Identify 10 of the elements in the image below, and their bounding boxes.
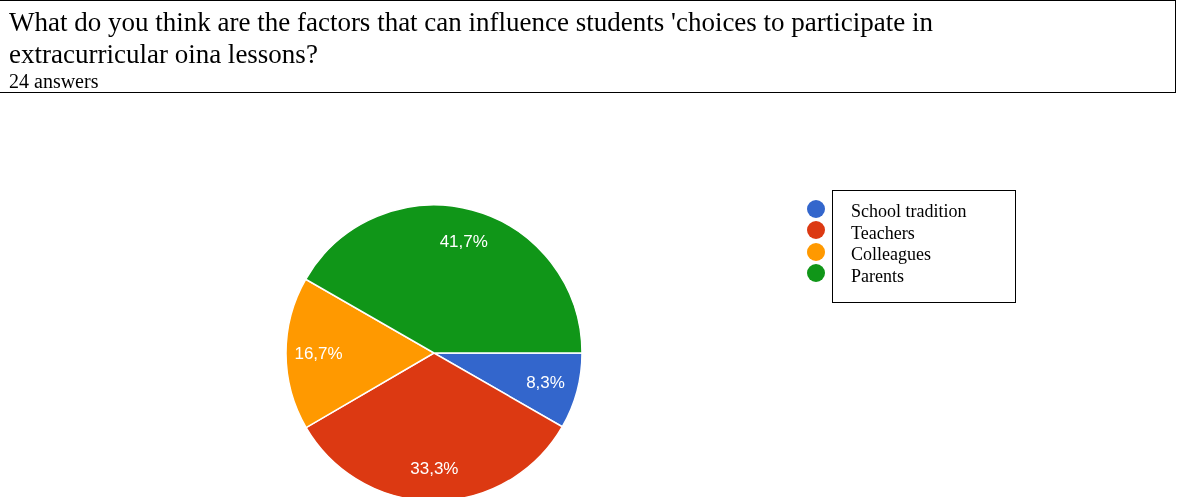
legend-label: School tradition xyxy=(851,201,968,223)
text: 24 answers xyxy=(9,70,100,92)
data-label: 41,7% xyxy=(439,231,488,251)
legend-label: Parents xyxy=(851,265,905,287)
legend-label: Colleagues xyxy=(851,244,932,266)
chart-title: What do you think are the factors that can influence students 'choices to participate in extracurricular oina lessons? xyxy=(9,6,935,70)
data-label: 16,7% xyxy=(294,343,343,363)
legend-label: Teachers xyxy=(851,222,916,244)
data-label: 8,3% xyxy=(526,373,565,393)
data-label: 33,3% xyxy=(410,458,459,478)
